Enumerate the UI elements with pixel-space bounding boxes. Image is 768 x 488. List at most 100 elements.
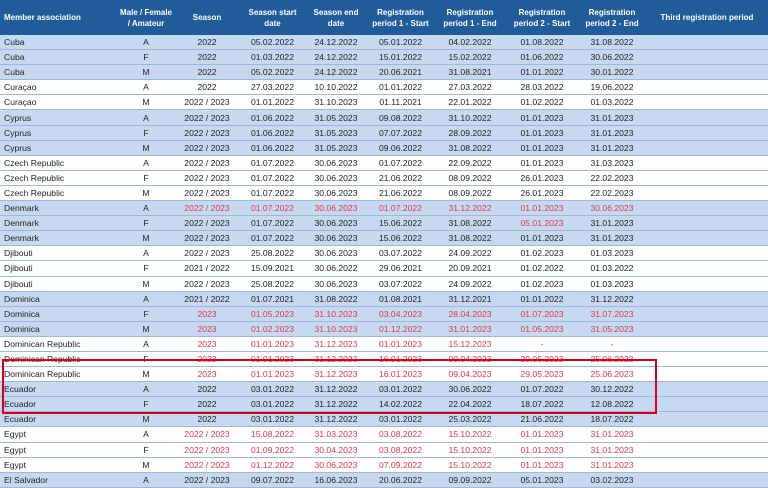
cell-reg1-start: 29.06.2021	[367, 260, 434, 277]
cell-reg2-start: -	[506, 336, 578, 352]
cell-reg1-start: 03.07.2022	[367, 245, 434, 262]
cell-reg2-start: 26.01.2023	[506, 170, 578, 186]
cell-reg1-end: 09.04.2023	[434, 351, 506, 368]
cell-reg1-start: 01.07.2022	[367, 155, 434, 171]
cell-season-end: 30.06.2022	[305, 260, 367, 277]
cell-reg1-start: 05.01.2022	[367, 35, 434, 51]
table-row: Cyprus M 2022 / 2023 01.06.2022 31.05.2023 09…	[0, 140, 768, 156]
cell-reg1-start: 01.12.2022	[367, 321, 434, 337]
cell-reg1-start: 07.09.2022	[367, 457, 434, 473]
cell-gender: F	[118, 442, 174, 458]
cell-reg2-end: 31.01.2023	[578, 109, 646, 126]
cell-reg2-end: 01.03.2022	[578, 94, 646, 111]
cell-member-association: Czech Republic	[0, 155, 118, 171]
cell-third-period	[646, 200, 768, 217]
cell-member-association: Dominican Republic	[0, 336, 118, 352]
cell-reg2-end: 31.01.2023	[578, 215, 646, 232]
cell-reg2-end: 30.01.2022	[578, 64, 646, 81]
cell-season-end: 31.12.2023	[305, 366, 367, 383]
cell-reg1-end: 15.10.2022	[434, 442, 506, 458]
cell-reg2-end: 18.07.2022	[578, 411, 646, 428]
table-row: Curaçao A 2022 27.03.2022 10.10.2022 01.01.20…	[0, 79, 768, 96]
cell-season-start: 27.03.2022	[240, 79, 305, 96]
cell-season: 2022 / 2023	[174, 125, 240, 141]
cell-reg2-start: 01.01.2023	[506, 426, 578, 443]
cell-third-period	[646, 426, 768, 443]
cell-gender: A	[118, 245, 174, 262]
cell-gender: F	[118, 260, 174, 277]
cell-season-start: 15.08.2022	[240, 426, 305, 443]
cell-season: 2022	[174, 381, 240, 398]
cell-member-association: Ecuador	[0, 396, 118, 413]
cell-season-start: 25.08.2022	[240, 245, 305, 262]
cell-gender: M	[118, 185, 174, 202]
cell-third-period	[646, 457, 768, 473]
cell-season: 2022 / 2023	[174, 109, 240, 126]
cell-third-period	[646, 125, 768, 141]
cell-member-association: Cyprus	[0, 125, 118, 141]
cell-reg1-start: 01.08.2021	[367, 291, 434, 307]
cell-season: 2022 / 2023	[174, 245, 240, 262]
cell-reg1-end: 31.12.2021	[434, 291, 506, 307]
table-row: Cuba F 2022 01.03.2022 24.12.2022 15.01.2022 1…	[0, 49, 768, 66]
cell-reg1-start: 21.06.2022	[367, 185, 434, 202]
cell-member-association: Dominican Republic	[0, 351, 118, 368]
cell-season: 2022 / 2023	[174, 230, 240, 247]
cell-reg2-end: 31.01.2023	[578, 140, 646, 156]
cell-third-period	[646, 230, 768, 247]
cell-season: 2022 / 2023	[174, 170, 240, 186]
cell-season-start: 25.08.2022	[240, 276, 305, 292]
cell-third-period	[646, 49, 768, 66]
cell-gender: A	[118, 472, 174, 488]
cell-member-association: Djibouti	[0, 276, 118, 292]
cell-reg2-end: 12.08.2022	[578, 396, 646, 413]
cell-reg2-start: 05.01.2023	[506, 215, 578, 232]
cell-reg1-end: 15.02.2022	[434, 49, 506, 66]
cell-season-start: 05.02.2022	[240, 64, 305, 81]
cell-season-start: 01.01.2023	[240, 351, 305, 368]
cell-reg1-end: 31.01.2023	[434, 321, 506, 337]
cell-third-period	[646, 396, 768, 413]
table-row: Curaçao M 2022 / 2023 01.01.2022 31.10.2023 0…	[0, 94, 768, 111]
table-row: Ecuador F 2022 03.01.2022 31.12.2022 14.02.20…	[0, 396, 768, 413]
cell-third-period	[646, 170, 768, 186]
cell-season-start: 01.01.2023	[240, 336, 305, 352]
cell-season-end: 31.10.2023	[305, 94, 367, 111]
cell-reg2-end: 31.01.2023	[578, 442, 646, 458]
cell-season-start: 01.07.2022	[240, 155, 305, 171]
cell-reg2-end: 31.03.2023	[578, 155, 646, 171]
cell-reg1-end: 22.04.2022	[434, 396, 506, 413]
cell-reg2-end: 30.06.2022	[578, 49, 646, 66]
cell-third-period	[646, 245, 768, 262]
cell-season: 2022	[174, 64, 240, 81]
cell-gender: F	[118, 170, 174, 186]
cell-season-start: 01.05.2023	[240, 306, 305, 322]
cell-reg2-start: 28.03.2022	[506, 79, 578, 96]
cell-third-period	[646, 94, 768, 111]
cell-reg2-end: -	[578, 336, 646, 352]
cell-reg2-end: 31.01.2023	[578, 457, 646, 473]
cell-season-start: 15.09.2021	[240, 260, 305, 277]
cell-reg2-start: 21.06.2022	[506, 411, 578, 428]
cell-reg1-start: 20.06.2021	[367, 64, 434, 81]
cell-third-period	[646, 260, 768, 277]
cell-season-start: 01.06.2022	[240, 109, 305, 126]
cell-member-association: Djibouti	[0, 260, 118, 277]
cell-reg2-start: 01.02.2022	[506, 260, 578, 277]
cell-season-end: 31.12.2022	[305, 396, 367, 413]
header-member-association: Member association	[0, 0, 118, 35]
cell-season-end: 31.08.2022	[305, 291, 367, 307]
cell-member-association: Cuba	[0, 49, 118, 66]
cell-season-end: 31.05.2023	[305, 109, 367, 126]
cell-reg1-start: 14.02.2022	[367, 396, 434, 413]
table-row: Dominican Republic F 2023 01.01.2023 31.12.2…	[0, 351, 768, 368]
cell-season-start: 03.01.2022	[240, 396, 305, 413]
cell-reg1-end: 15.12.2023	[434, 336, 506, 352]
cell-gender: F	[118, 396, 174, 413]
cell-member-association: Dominican Republic	[0, 366, 118, 383]
cell-season: 2022	[174, 396, 240, 413]
cell-reg1-start: 01.01.2022	[367, 79, 434, 96]
cell-gender: M	[118, 64, 174, 81]
cell-reg1-start: 03.08.2022	[367, 426, 434, 443]
cell-reg2-end: 01.03.2022	[578, 260, 646, 277]
